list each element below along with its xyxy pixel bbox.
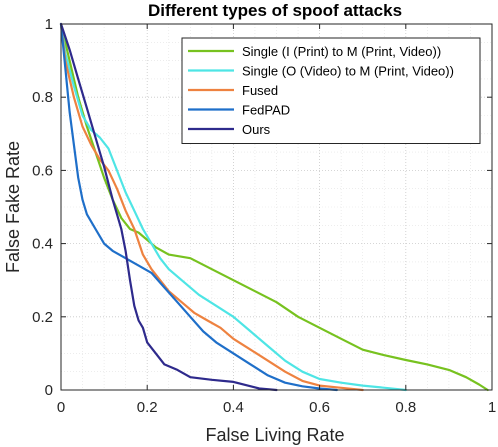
- x-tick-label: 0.8: [395, 399, 416, 416]
- plot-frame: [60, 23, 493, 391]
- x-axis-label: False Living Rate: [205, 425, 344, 445]
- axis-ticks: 0 0.2 0.4 0.6 0.8 1 0 0.2 0.4 0.6 0.8 1: [32, 16, 496, 416]
- y-tick-label: 0: [45, 382, 53, 399]
- chart-title: Different types of spoof attacks: [148, 1, 402, 20]
- legend-label: Fused: [242, 83, 278, 98]
- y-tick-label: 0.6: [32, 162, 53, 179]
- y-tick-label: 1: [45, 16, 53, 33]
- x-tick-label: 0: [57, 399, 65, 416]
- legend: Single (I (Print) to M (Print, Video)) Si…: [181, 37, 481, 144]
- x-tick-label: 1: [488, 399, 496, 416]
- y-axis-label: False Fake Rate: [3, 141, 23, 273]
- x-tick-label: 0.6: [309, 399, 330, 416]
- series-line-4: [59, 22, 338, 392]
- series-line-3: [59, 22, 364, 392]
- series-lines: [59, 22, 489, 392]
- x-tick-label: 0.2: [137, 399, 158, 416]
- y-tick-label: 0.2: [32, 309, 53, 326]
- y-tick-label: 0.4: [32, 236, 53, 253]
- legend-label: Single (O (Video) to M (Print, Video)): [242, 64, 454, 79]
- legend-label: Ours: [242, 122, 271, 137]
- legend-label: Single (I (Print) to M (Print, Video)): [242, 44, 441, 59]
- series-line-1: [59, 22, 489, 392]
- x-tick-label: 0.4: [223, 399, 244, 416]
- y-tick-label: 0.8: [32, 89, 53, 106]
- series-line-5: [59, 22, 278, 392]
- legend-label: FedPAD: [242, 103, 290, 118]
